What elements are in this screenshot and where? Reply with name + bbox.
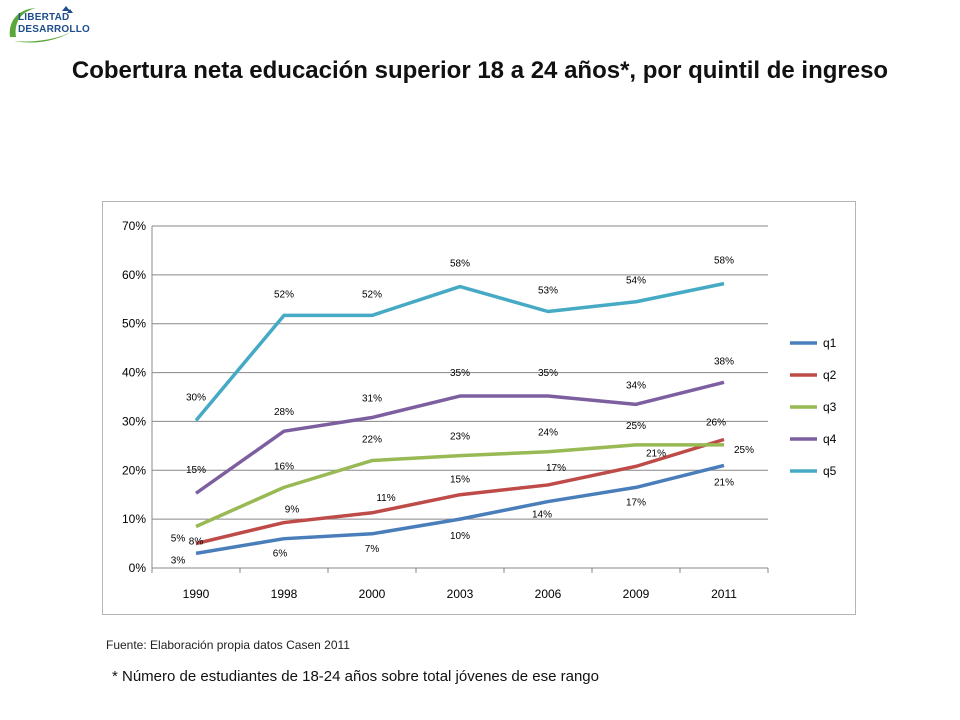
legend-label: q3 [823,400,837,414]
data-label: 15% [450,475,470,486]
data-label: 16% [274,461,294,472]
data-label: 35% [538,368,558,379]
data-label: 14% [532,510,552,521]
data-label: 3% [171,555,186,566]
data-label: 26% [706,418,726,429]
x-tick-label: 2000 [359,587,386,601]
logo-line-2: DESARROLLO [18,24,90,35]
logo-line-1: LIBERTAD [18,12,70,23]
data-label: 25% [626,421,646,432]
data-label: 34% [626,380,646,391]
data-label: 23% [450,432,470,443]
data-label: 15% [186,465,206,476]
series-line-q4 [194,380,725,495]
data-label: 30% [186,392,206,403]
y-tick-label: 30% [122,414,146,428]
data-label: 6% [273,549,288,560]
data-label: 52% [274,289,294,300]
y-tick-label: 70% [122,219,146,233]
y-tick-label: 50% [122,317,146,331]
data-label: 22% [362,435,382,446]
series-line-q3 [195,443,724,529]
legend-label: q1 [823,336,837,350]
x-tick-label: 1990 [183,587,210,601]
data-label: 54% [626,276,646,287]
data-label: 24% [538,428,558,439]
x-tick-label: 2003 [447,587,474,601]
x-tick-label: 2009 [623,587,650,601]
line-chart: 0% 10% 20% 30% 40% 50% 60% 70% 1990 1998 2000 2003 2… [122,219,837,601]
y-tick-label: 60% [122,268,146,282]
data-label: 58% [714,256,734,267]
data-label: 10% [450,531,470,542]
series-line-q1 [195,463,725,556]
source-note: Fuente: Elaboración propia datos Casen 2… [106,638,350,652]
data-label: 31% [362,394,382,405]
data-label: 52% [362,289,382,300]
legend-label: q5 [823,464,837,478]
x-tick-label: 1998 [271,587,298,601]
data-label: 9% [285,505,300,516]
logo-swoosh-icon [9,6,73,43]
page-title: Cobertura neta educación superior 18 a 2… [71,57,889,84]
data-label: 25% [734,445,754,456]
data-label: 58% [450,259,470,270]
y-tick-label: 0% [129,561,147,575]
data-label: 21% [714,477,734,488]
y-tick-label: 20% [122,463,146,477]
footnote: * Número de estudiantes de 18-24 años so… [112,668,599,685]
y-tick-label: 40% [122,366,146,380]
data-label: 11% [376,493,395,504]
x-tick-label: 2006 [535,587,562,601]
data-label: 28% [274,407,294,418]
data-label: 17% [626,497,646,508]
y-tick-label: 10% [122,512,146,526]
data-label: 17% [546,463,566,474]
series-line-q5 [194,281,725,422]
data-label: 21% [646,448,666,459]
data-label: 38% [714,356,734,367]
chart-frame: 0% 10% 20% 30% 40% 50% 60% 70% 1990 1998 2000 2003 2… [102,201,856,615]
data-label: 53% [538,286,558,297]
brand-logo: LIBERTAD DESARROLLO [4,3,90,45]
x-tick-label: 2011 [711,587,737,601]
data-label: 5% [171,534,186,545]
series-line-q2 [195,437,725,546]
data-label: 35% [450,368,470,379]
legend-label: q4 [823,432,837,446]
data-label: 8% [189,536,204,547]
legend-label: q2 [823,368,837,382]
data-label: 7% [365,544,380,555]
